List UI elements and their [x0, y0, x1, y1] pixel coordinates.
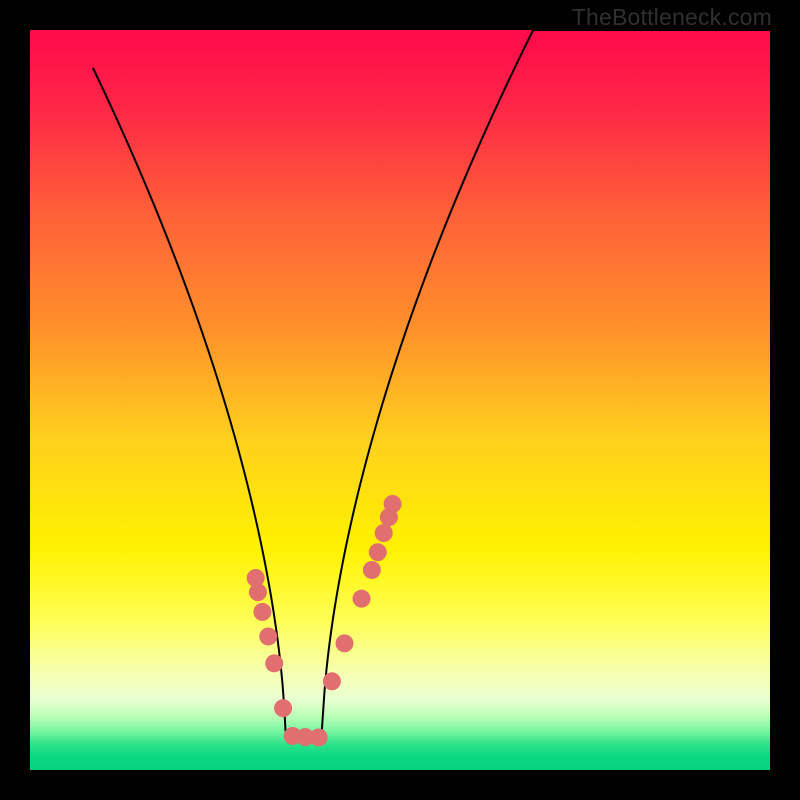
datapoint-marker	[265, 654, 283, 672]
chart-frame: TheBottleneck.com	[0, 0, 800, 800]
gradient-background	[30, 30, 770, 770]
datapoint-marker	[259, 627, 277, 645]
datapoint-marker	[384, 495, 402, 513]
datapoint-marker	[253, 603, 271, 621]
datapoint-marker	[274, 699, 292, 717]
datapoint-marker	[323, 672, 341, 690]
datapoint-marker	[369, 543, 387, 561]
datapoint-marker	[363, 561, 381, 579]
datapoint-marker	[375, 524, 393, 542]
datapoint-marker	[310, 728, 328, 746]
chart-svg	[30, 30, 770, 770]
datapoint-marker	[353, 590, 371, 608]
chart-plot	[30, 30, 770, 770]
watermark-text: TheBottleneck.com	[572, 4, 772, 31]
datapoint-marker	[249, 583, 267, 601]
datapoint-marker	[336, 634, 354, 652]
